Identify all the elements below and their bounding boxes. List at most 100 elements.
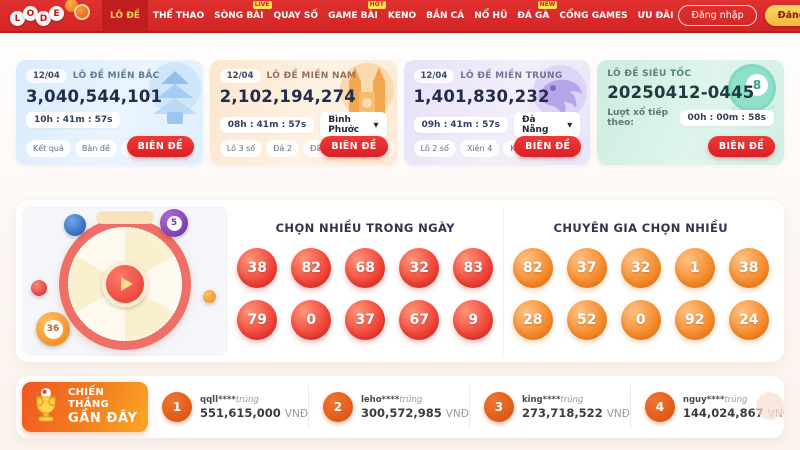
wheel-spin-button[interactable] — [102, 261, 148, 307]
number-ball[interactable]: 28 — [512, 300, 553, 340]
lottery-card-mien-bac: 12/04 LÔ ĐỀ MIỀN BẮC 3,040,544,101 10h :… — [16, 60, 203, 165]
nav-item-ban-ca[interactable]: BẮN CÁ — [421, 0, 469, 31]
nav-item-song-bai[interactable]: LIVE SÒNG BÀI — [209, 0, 272, 31]
nav-item-the-thao[interactable]: THỂ THAO — [148, 0, 209, 31]
number-ball[interactable]: 37 — [345, 300, 386, 340]
card-title: LÔ ĐỀ MIỀN BẮC — [72, 71, 160, 81]
number-ball[interactable]: 1 — [674, 248, 715, 288]
expert-picks-grid: 82 37 32 1 38 28 52 0 92 24 — [504, 248, 779, 340]
nav-item-quay-so[interactable]: QUAY SỐ — [269, 0, 324, 31]
rank-badge: 3 — [483, 392, 514, 422]
jackpot-amount: 2,102,194,274 — [219, 87, 356, 106]
nav-item-label: GAME BÀI — [328, 10, 378, 21]
number-ball[interactable]: 0 — [620, 300, 661, 340]
number-ball[interactable]: 52 — [566, 300, 607, 340]
number-ball[interactable]: 32 — [620, 248, 661, 288]
eight-ball-icon: 8 — [704, 62, 782, 128]
bet-type-chip[interactable]: Kết quả — [26, 140, 71, 157]
win-entry: 4 nguy****trúng 144,024,867 VNĐ — [629, 385, 784, 429]
bet-type-chip[interactable]: Lô 3 số — [219, 140, 263, 157]
nav-item-label: KENO — [387, 10, 417, 21]
bien-de-button[interactable]: BIÊN ĐỀ — [320, 136, 388, 157]
province-value: Bình Phước — [328, 115, 360, 135]
number-ball[interactable]: 79 — [237, 300, 278, 340]
bien-de-button[interactable]: BIÊN ĐỀ — [707, 136, 775, 157]
number-ball[interactable]: 32 — [399, 248, 440, 288]
card-title: LÔ ĐỀ SIÊU TỐC — [607, 69, 692, 79]
nav-item-no-hu[interactable]: NỔ HŨ — [469, 0, 512, 31]
trophy-icon — [31, 387, 61, 427]
ball-number: 36 — [43, 319, 63, 339]
card-title: LÔ ĐỀ MIỀN TRUNG — [460, 71, 563, 81]
lottery-card-sieu-toc: 8 LÔ ĐỀ SIÊU TỐC 20250412-0445 Lượt xổ t… — [597, 60, 784, 165]
countdown-timer: 08h : 41m : 57s — [219, 117, 315, 133]
lucky-wheel — [59, 218, 191, 350]
bet-type-chip[interactable]: Xiên 4 — [459, 140, 500, 157]
number-ball[interactable]: 0 — [291, 300, 332, 340]
logo-orange-ball-icon — [65, 0, 78, 12]
number-ball[interactable]: 37 — [566, 248, 607, 288]
number-ball[interactable]: 83 — [453, 248, 494, 288]
nav-item-cong-games[interactable]: CỔNG GAMES — [554, 0, 632, 31]
number-ball[interactable]: 38 — [728, 248, 769, 288]
province-dropdown[interactable]: Bình Phước ▼ — [320, 112, 387, 138]
site-logo[interactable]: L O D E — [10, 0, 90, 30]
win-currency: VNĐ — [445, 407, 469, 420]
nav-item-label: BẮN CÁ — [426, 10, 465, 21]
number-ball[interactable]: 24 — [728, 300, 769, 340]
win-action: trúng — [399, 394, 423, 405]
draw-date-badge: 12/04 — [413, 69, 455, 83]
wheel-pointer-decor — [96, 211, 154, 224]
jackpot-amount: 1,401,830,232 — [413, 87, 550, 106]
next-draw-label: Lượt xổ tiếp theo: — [607, 108, 669, 128]
bien-de-button[interactable]: BIÊN ĐỀ — [514, 136, 582, 157]
bet-type-chip[interactable]: Bàn đề — [74, 140, 117, 157]
nav-item-lo-de[interactable]: LÔ ĐỀ — [102, 0, 148, 31]
number-ball[interactable]: 9 — [453, 300, 494, 340]
purple-ball-icon: 5 — [160, 209, 188, 237]
winner-username: qqll**** — [200, 394, 236, 405]
nav-item-uu-dai[interactable]: ƯU ĐÃI — [633, 0, 679, 31]
number-ball[interactable]: 67 — [399, 300, 440, 340]
bet-type-chip[interactable]: Lô 2 số — [413, 140, 456, 157]
number-ball[interactable]: 82 — [512, 248, 553, 288]
bien-de-button[interactable]: BIÊN ĐỀ — [126, 136, 194, 157]
win-text: king****trúng 273,718,522 VNĐ — [522, 395, 630, 420]
win-action: trúng — [724, 394, 748, 405]
nav-item-game-bai[interactable]: HOT GAME BÀI — [323, 0, 386, 31]
register-button[interactable]: Đăng ký — [764, 5, 800, 26]
number-ball[interactable]: 92 — [674, 300, 715, 340]
province-dropdown[interactable]: Đà Nẵng ▼ — [513, 112, 581, 138]
daily-picks-grid: 38 82 68 32 83 79 0 37 67 9 — [228, 248, 503, 340]
draw-id: 20250412-0445 — [607, 83, 755, 102]
number-ball[interactable]: 82 — [291, 248, 332, 288]
nav-item-label: CỔNG GAMES — [559, 10, 628, 21]
logo-ball: L — [10, 11, 25, 26]
winner-username: leho**** — [360, 394, 400, 405]
nav-item-label: LÔ ĐỀ — [110, 10, 140, 21]
bet-type-chip[interactable]: Đá 2 — [266, 140, 299, 157]
countdown-timer: 10h : 41m : 57s — [26, 112, 121, 128]
number-ball[interactable]: 68 — [345, 248, 386, 288]
login-button[interactable]: Đăng nhập — [678, 5, 757, 26]
live-badge: LIVE — [252, 1, 272, 9]
new-badge: NEW — [537, 1, 558, 9]
nav-item-da-ga[interactable]: NEW ĐÁ GÀ — [512, 0, 558, 31]
expert-picks-section: CHUYÊN GIA CHỌN NHIỀU 82 37 32 1 38 28 5… — [502, 206, 779, 356]
draw-date-badge: 12/04 — [219, 69, 261, 83]
number-ball[interactable]: 38 — [237, 248, 278, 288]
nav-item-keno[interactable]: KENO — [383, 0, 421, 31]
lottery-card-mien-trung: 12/04 LÔ ĐỀ MIỀN TRUNG 1,401,830,232 09h… — [403, 60, 591, 165]
logo-ball: O — [23, 6, 38, 21]
recent-wins-title-line2: GẦN ĐÂY — [68, 411, 138, 427]
rank-badge: 4 — [644, 392, 675, 422]
recent-wins-panel: CHIẾN THẮNG GẦN ĐÂY 1 qqll****trúng 551,… — [16, 376, 784, 438]
ball-number: 5 — [166, 215, 182, 231]
red-ball-icon — [31, 280, 47, 296]
recent-wins-title-line1: CHIẾN THẮNG — [68, 387, 110, 411]
pagoda-icon — [121, 62, 201, 128]
blue-ball-icon — [64, 214, 86, 236]
expert-picks-title: CHUYÊN GIA CHỌN NHIỀU — [553, 221, 728, 235]
win-currency: VNĐ — [284, 407, 308, 420]
nav-item-label: NỔ HŨ — [474, 10, 508, 21]
